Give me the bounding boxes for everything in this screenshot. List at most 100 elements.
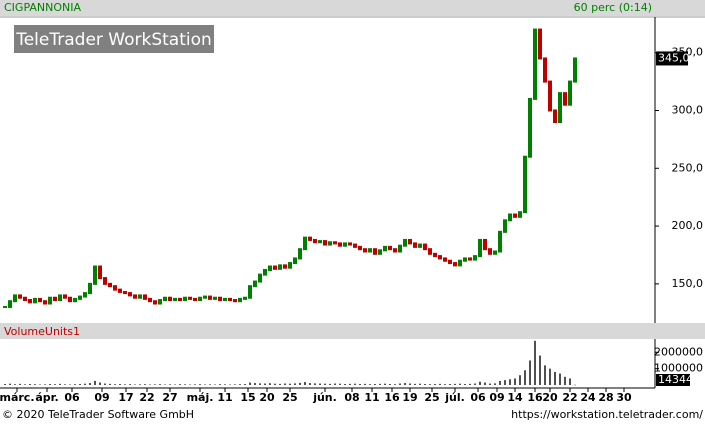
candle <box>333 241 337 245</box>
candle <box>448 259 452 265</box>
volume-bar <box>184 384 186 385</box>
candle <box>8 300 12 308</box>
x-tick-label: 11 <box>217 391 232 404</box>
candle <box>183 296 187 302</box>
volume-bar <box>449 384 451 385</box>
candle <box>223 297 227 302</box>
volume-bar <box>229 384 231 386</box>
x-tick-label: 06 <box>64 391 80 404</box>
candle <box>343 242 347 247</box>
volume-bar <box>84 383 86 385</box>
volume-bar <box>429 384 431 385</box>
candle <box>438 255 442 260</box>
volume-bar <box>89 383 91 385</box>
x-tick-label: 17 <box>118 391 133 404</box>
candle <box>218 296 222 302</box>
volume-bar <box>439 383 441 385</box>
y-tick-label: 150,0 <box>672 277 704 290</box>
candle <box>18 294 22 299</box>
candle <box>473 255 477 261</box>
interval: 60 perc (0:14) <box>574 1 652 14</box>
volume-bar <box>274 383 276 385</box>
candle <box>258 273 262 283</box>
volume-bar <box>514 378 516 385</box>
candle <box>403 238 407 247</box>
volume-bar <box>424 384 426 385</box>
candle <box>293 257 297 265</box>
volume-bar <box>199 384 201 385</box>
candle <box>298 248 302 260</box>
volume-bar <box>159 384 161 385</box>
volume-bar <box>309 383 311 385</box>
candle <box>498 230 502 253</box>
x-tick-label: jún. <box>312 391 337 404</box>
candle <box>58 294 62 302</box>
candle <box>308 236 312 241</box>
volume-bar <box>299 382 301 385</box>
candle <box>503 219 507 233</box>
candle <box>153 300 157 305</box>
candle <box>118 288 122 293</box>
volume-bar <box>524 370 526 385</box>
candle <box>383 245 387 252</box>
candle <box>168 296 172 302</box>
volume-bar <box>104 383 106 385</box>
volume-bar <box>129 384 131 385</box>
volume-bar <box>254 383 256 385</box>
volume-bar <box>394 384 396 385</box>
candle <box>453 262 457 267</box>
volume-bar <box>404 383 406 385</box>
volume-bar <box>124 384 126 385</box>
candle <box>328 241 332 246</box>
volume-bar <box>209 384 211 385</box>
candle <box>303 236 307 251</box>
volume-bar <box>414 383 416 385</box>
candle <box>148 297 152 303</box>
candle <box>508 213 512 222</box>
candle <box>478 238 482 258</box>
candle <box>13 294 17 303</box>
candle <box>238 297 242 303</box>
candle <box>323 240 327 246</box>
volume-bar <box>284 383 286 385</box>
candle <box>548 80 552 112</box>
candle <box>418 243 422 248</box>
volume-bar <box>69 384 71 386</box>
x-tick-label: 16 <box>527 391 543 404</box>
candle <box>368 248 372 253</box>
volume-bar <box>139 384 141 385</box>
candle <box>243 296 247 300</box>
y-tick-label: 300,0 <box>672 103 704 116</box>
volume-bar <box>329 383 331 385</box>
candle <box>53 296 57 302</box>
x-tick-label: 22 <box>562 391 577 404</box>
volume-bar <box>4 384 6 385</box>
volume-bar <box>269 383 271 385</box>
volume-bar <box>314 383 316 385</box>
candle <box>563 92 567 106</box>
volume-bar <box>504 380 506 385</box>
x-tick-label: 11 <box>364 391 379 404</box>
candle <box>493 250 497 255</box>
candle <box>573 57 577 83</box>
logo-box <box>14 25 214 53</box>
y-tick-label: 250,0 <box>672 161 704 174</box>
volume-bar <box>454 383 456 385</box>
volume-bar <box>204 384 206 386</box>
candle <box>138 294 142 299</box>
volume-bar <box>224 384 226 385</box>
x-tick-label: 25 <box>424 391 439 404</box>
candle <box>143 294 147 300</box>
volume-bar <box>114 384 116 385</box>
volume-bar <box>389 384 391 385</box>
candle <box>433 252 437 258</box>
volume-bar <box>409 383 411 385</box>
candle <box>518 211 522 218</box>
volume-bar <box>459 383 461 385</box>
volume-bar <box>164 384 166 386</box>
volume-bar <box>444 384 446 385</box>
volume-bar <box>59 383 61 385</box>
x-tick-label: 09 <box>94 391 109 404</box>
x-tick-label: 28 <box>598 391 613 404</box>
candle <box>193 297 197 302</box>
